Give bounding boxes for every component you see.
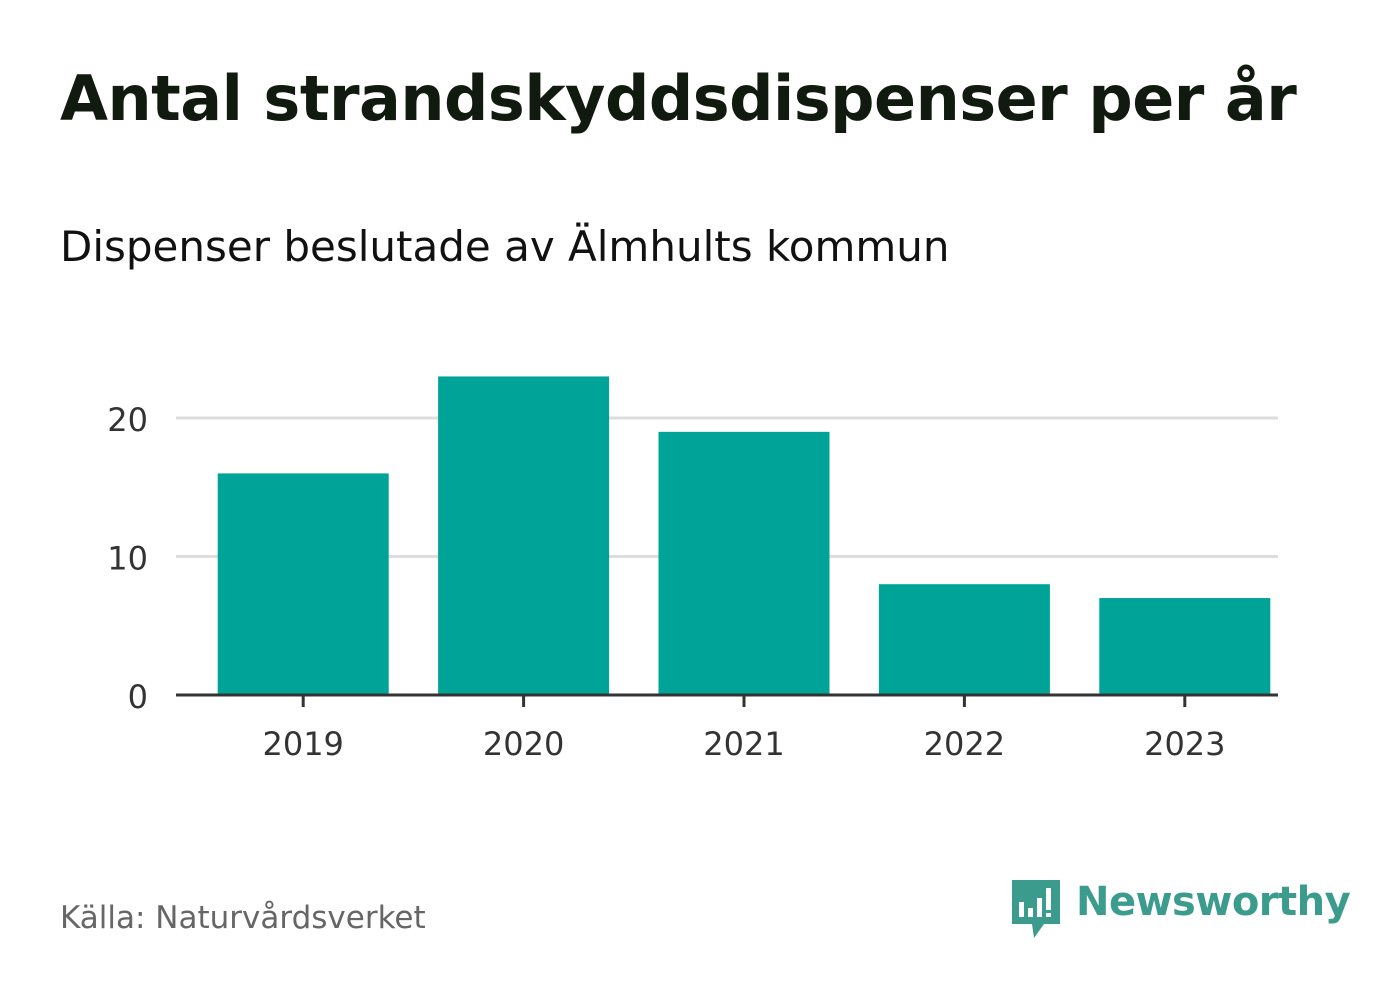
x-axis-ticks: 2019 2020 2021 2022 2023 xyxy=(262,695,1226,763)
x-tick-label: 2021 xyxy=(703,725,784,763)
newsworthy-logo[interactable]: Newsworthy xyxy=(1010,878,1351,940)
x-tick-label: 2023 xyxy=(1144,725,1225,763)
y-axis-ticks: 0 10 20 xyxy=(107,401,148,716)
y-tick-label: 10 xyxy=(107,540,148,578)
bar-2022 xyxy=(878,584,1050,695)
bar-2019 xyxy=(217,473,389,695)
y-tick-label: 0 xyxy=(128,678,148,716)
chart-subtitle: Dispenser beslutade av Älmhults kommun xyxy=(60,222,950,271)
x-tick-label: 2019 xyxy=(262,725,343,763)
bars xyxy=(217,376,1271,695)
bar-2023 xyxy=(1099,598,1271,695)
chart-title: Antal strandskyddsdispenser per år xyxy=(60,62,1297,135)
brand-name: Newsworthy xyxy=(1076,879,1351,925)
source-note: Källa: Naturvårdsverket xyxy=(60,900,426,936)
newsworthy-logo-icon xyxy=(1012,880,1060,938)
bar-2020 xyxy=(438,376,610,695)
x-tick-label: 2020 xyxy=(483,725,564,763)
bar-2021 xyxy=(658,431,830,695)
y-tick-label: 20 xyxy=(107,401,148,439)
x-tick-label: 2022 xyxy=(924,725,1005,763)
